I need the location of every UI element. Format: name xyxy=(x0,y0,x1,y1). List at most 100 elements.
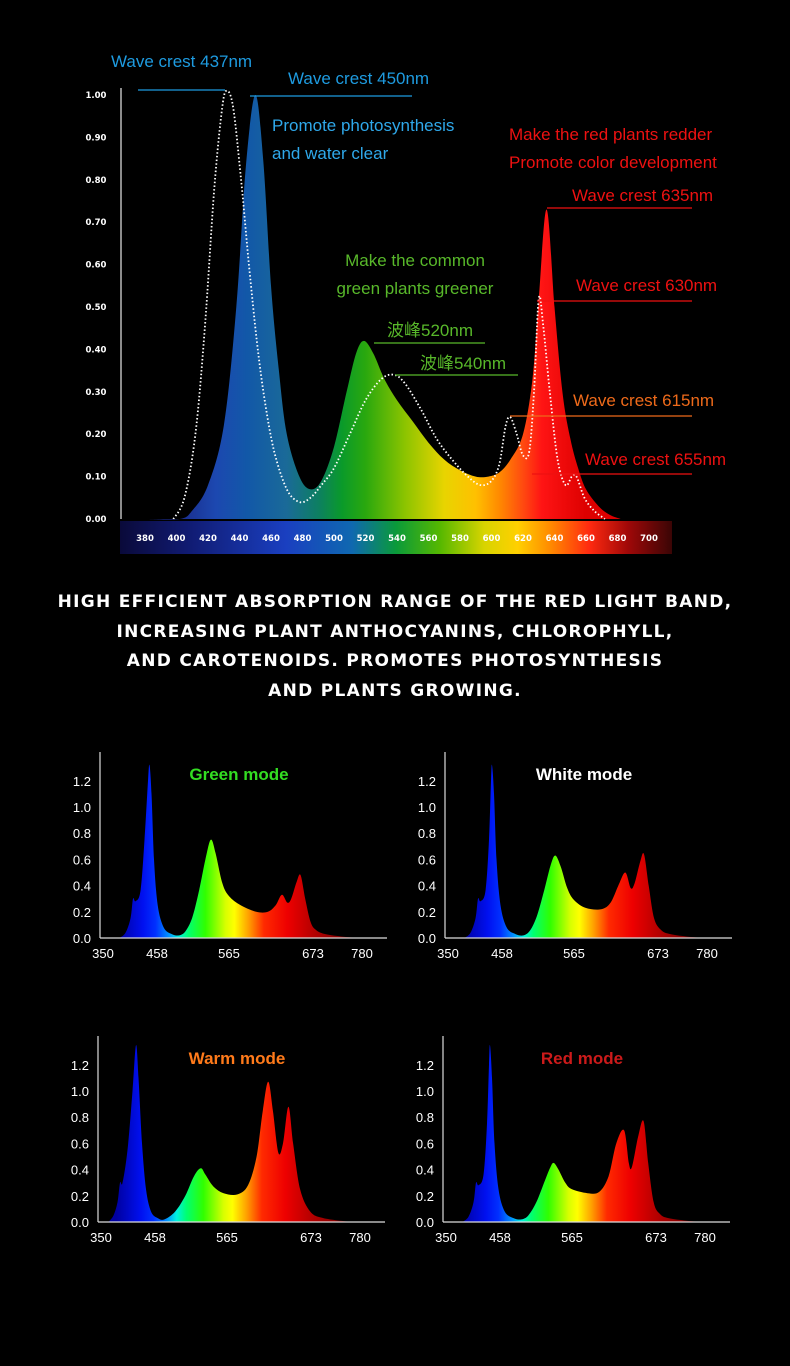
y-tick-label: 0.2 xyxy=(71,1189,89,1204)
x-tick-label: 780 xyxy=(351,946,373,961)
mode-chart-green-mode: 0.0 0.2 0.4 0.6 0.8 1.0 1.2 350 458 565 673 780 Gree… xyxy=(73,752,387,961)
y-tick-label: 0.60 xyxy=(86,261,107,271)
y-tick-label: 1.2 xyxy=(71,1058,89,1073)
y-tick-label: 0.8 xyxy=(73,826,91,841)
y-tick-label: 0.4 xyxy=(73,879,91,894)
x-tick-label: 540 xyxy=(388,534,406,544)
annotation-label: and water clear xyxy=(272,144,389,163)
annotation-label: Wave crest 615nm xyxy=(573,391,714,410)
x-tick-label: 458 xyxy=(144,1230,166,1245)
y-tick-label: 0.8 xyxy=(71,1110,89,1125)
y-tick-label: 0.40 xyxy=(86,345,107,355)
x-tick-label: 673 xyxy=(645,1230,667,1245)
y-tick-label: 0.70 xyxy=(86,218,107,228)
x-tick-label: 780 xyxy=(696,946,718,961)
x-tick-label: 565 xyxy=(218,946,240,961)
x-tick-label: 458 xyxy=(146,946,168,961)
x-tick-label: 350 xyxy=(437,946,459,961)
y-tick-label: 1.0 xyxy=(418,800,436,815)
x-tick-label: 673 xyxy=(300,1230,322,1245)
y-tick-label: 1.2 xyxy=(416,1058,434,1073)
y-tick-label: 1.2 xyxy=(73,774,91,789)
mode-title: Warm mode xyxy=(189,1049,286,1068)
y-tick-label: 0.10 xyxy=(86,473,107,483)
x-tick-label: 673 xyxy=(647,946,669,961)
x-tick-label: 350 xyxy=(435,1230,457,1245)
annotation-label: Promote color development xyxy=(509,153,717,172)
x-tick-label: 673 xyxy=(302,946,324,961)
y-tick-label: 0.4 xyxy=(71,1163,89,1178)
x-tick-label: 520 xyxy=(357,534,375,544)
y-tick-label: 0.8 xyxy=(418,826,436,841)
x-tick-label: 420 xyxy=(199,534,217,544)
y-tick-label: 0.20 xyxy=(86,430,107,440)
spectrum-area xyxy=(464,764,705,938)
x-tick-label: 660 xyxy=(577,534,595,544)
y-tick-label: 0.00 xyxy=(86,515,107,525)
y-tick-label: 0.30 xyxy=(86,388,107,398)
y-tick-label: 1.00 xyxy=(86,91,107,101)
x-tick-label: 580 xyxy=(451,534,469,544)
y-tick-label: 0.8 xyxy=(416,1110,434,1125)
y-tick-label: 1.0 xyxy=(71,1084,89,1099)
caption-line: HIGH EFFICIENT ABSORPTION RANGE OF THE R… xyxy=(57,592,733,612)
x-tick-label: 460 xyxy=(262,534,280,544)
annotation-label: green plants greener xyxy=(337,279,494,298)
spectrum-chart: 0.00 0.10 0.20 0.30 0.40 0.50 0.60 0.70 0.80 0.90… xyxy=(86,52,726,554)
y-tick-label: 0.0 xyxy=(73,931,91,946)
y-tick-label: 0.4 xyxy=(418,879,436,894)
y-tick-label: 1.0 xyxy=(73,800,91,815)
y-tick-label: 0.6 xyxy=(416,1136,434,1151)
spectrum-area xyxy=(145,94,621,520)
y-tick-label: 0.2 xyxy=(418,905,436,920)
y-tick-label: 0.50 xyxy=(86,303,107,313)
wavelength-color-bar xyxy=(120,521,672,554)
x-tick-label: 350 xyxy=(90,1230,112,1245)
annotation-label: 波峰540nm xyxy=(420,354,506,373)
y-tick-label: 0.4 xyxy=(416,1163,434,1178)
y-tick-label: 0.6 xyxy=(73,852,91,867)
spectrum-area xyxy=(462,1044,703,1222)
annotation-label: Make the common xyxy=(345,251,485,270)
annotation-label: Wave crest 630nm xyxy=(576,276,717,295)
caption-line: INCREASING PLANT ANTHOCYANINS, CHLOROPHY… xyxy=(116,621,674,642)
reference-dotted-line xyxy=(172,89,606,520)
x-tick-label: 700 xyxy=(640,534,658,544)
spectrum-area xyxy=(119,764,360,938)
annotation-label: Promote photosynthesis xyxy=(272,116,454,135)
annotation-label: Wave crest 655nm xyxy=(585,450,726,469)
x-tick-label: 640 xyxy=(546,534,564,544)
mode-chart-white-mode: 0.0 0.2 0.4 0.6 0.8 1.0 1.2 350 458 565 673 780 Whit… xyxy=(418,752,732,961)
y-tick-label: 1.0 xyxy=(416,1084,434,1099)
x-tick-label: 680 xyxy=(609,534,627,544)
y-tick-label: 0.2 xyxy=(73,905,91,920)
annotation-label: Make the red plants redder xyxy=(509,125,713,144)
x-tick-label: 380 xyxy=(136,534,154,544)
x-tick-label: 500 xyxy=(325,534,343,544)
x-tick-label: 600 xyxy=(483,534,501,544)
x-tick-label: 780 xyxy=(349,1230,371,1245)
x-tick-label: 780 xyxy=(694,1230,716,1245)
annotation-label: 波峰520nm xyxy=(387,321,473,340)
annotation-label: Wave crest 635nm xyxy=(572,186,713,205)
mode-title: White mode xyxy=(536,765,632,784)
x-tick-label: 480 xyxy=(294,534,312,544)
x-tick-label: 400 xyxy=(168,534,186,544)
y-tick-label: 0.90 xyxy=(86,133,107,143)
x-tick-label: 565 xyxy=(561,1230,583,1245)
y-tick-label: 0.0 xyxy=(71,1215,89,1230)
x-tick-label: 458 xyxy=(491,946,513,961)
annotation-label: Wave crest 450nm xyxy=(288,69,429,88)
y-tick-label: 1.2 xyxy=(418,774,436,789)
mode-title: Green mode xyxy=(189,765,288,784)
annotation-label: Wave crest 437nm xyxy=(111,52,252,71)
y-tick-label: 0.2 xyxy=(416,1189,434,1204)
y-tick-label: 0.0 xyxy=(416,1215,434,1230)
mode-chart-red-mode: 0.0 0.2 0.4 0.6 0.8 1.0 1.2 350 458 565 673 780 Red … xyxy=(416,1036,730,1245)
mode-chart-warm-mode: 0.0 0.2 0.4 0.6 0.8 1.0 1.2 350 458 565 673 780 Warm… xyxy=(71,1036,385,1245)
y-tick-label: 0.6 xyxy=(418,852,436,867)
y-tick-label: 0.0 xyxy=(418,931,436,946)
x-tick-label: 620 xyxy=(514,534,532,544)
mode-title: Red mode xyxy=(541,1049,623,1068)
x-tick-label: 458 xyxy=(489,1230,511,1245)
